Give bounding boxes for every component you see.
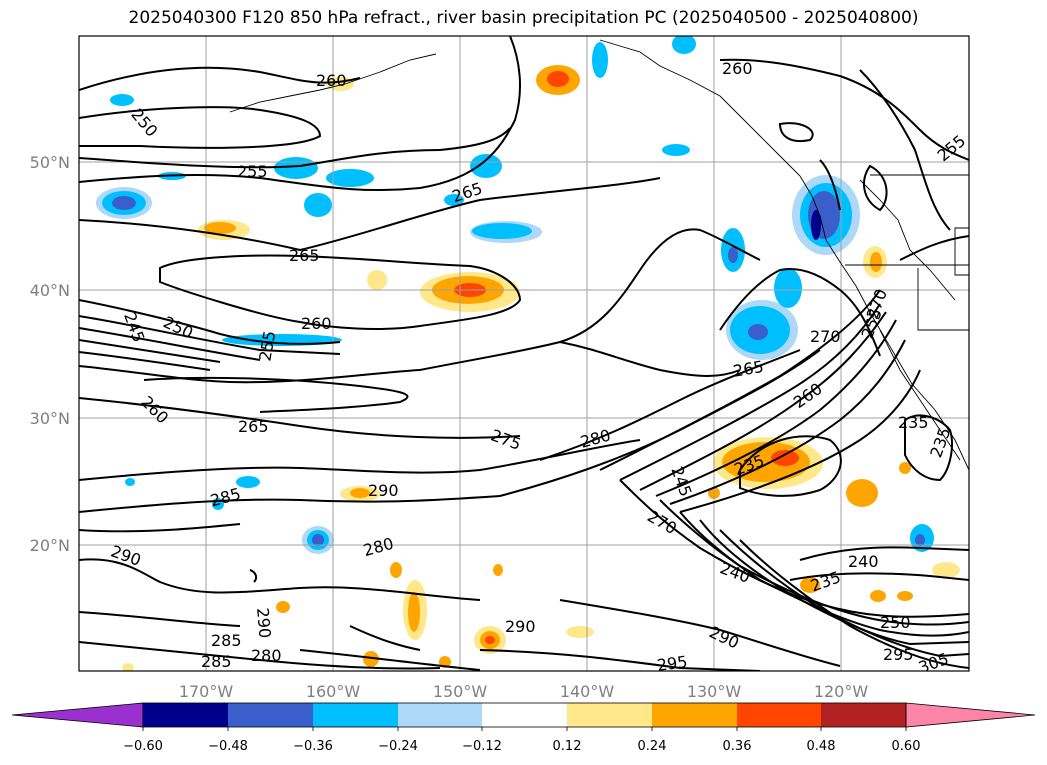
contour-label: 295 — [883, 645, 914, 664]
colorbar-segment — [905, 702, 1036, 728]
colorbar-segment — [482, 703, 567, 727]
contour-label: 240 — [848, 552, 879, 571]
contour-label: 280 — [251, 646, 282, 665]
lat-label: 40°N — [30, 281, 70, 300]
colorbar-tick-label: −0.60 — [123, 739, 163, 754]
contour-label: 290 — [253, 607, 275, 639]
lat-label: 30°N — [30, 409, 70, 428]
colorbar-tick-label: 0.48 — [807, 739, 836, 754]
colorbar-segment — [228, 703, 313, 727]
latitude-labels: 50°N 40°N 30°N 20°N — [30, 153, 70, 555]
lon-label: 140°W — [560, 682, 615, 701]
colorbar-tick-label: −0.36 — [293, 739, 333, 754]
colorbar-segment — [652, 703, 737, 727]
map-title: 2025040300 F120 850 hPa refract., river … — [128, 8, 919, 28]
longitude-labels: 170°W 160°W 150°W 140°W 130°W 120°W — [179, 682, 869, 701]
lat-label: 20°N — [30, 536, 70, 555]
lon-label: 150°W — [433, 682, 488, 701]
contour-label: 270 — [810, 327, 841, 346]
colorbar-tick-label: −0.24 — [378, 739, 418, 754]
colorbar-segment — [11, 702, 144, 728]
colorbar: −0.60 −0.48 −0.36 −0.24 −0.12 0.12 0.24 … — [11, 702, 1036, 754]
colorbar-segment — [143, 703, 228, 727]
lon-label: 160°W — [306, 682, 361, 701]
colorbar-tick-label: 0.24 — [638, 739, 667, 754]
lat-label: 50°N — [30, 153, 70, 172]
colorbar-segment — [398, 703, 482, 727]
coastlines — [229, 39, 969, 471]
map-frame — [78, 35, 970, 672]
contour-label: 250 — [880, 613, 911, 632]
contour-label: 235 — [898, 413, 929, 432]
contour-label: 285 — [201, 652, 232, 671]
colorbar-tick-label: −0.48 — [208, 739, 248, 754]
contour-label: 260 — [316, 71, 347, 90]
lon-label: 130°W — [687, 682, 742, 701]
lat-lon-grid — [79, 36, 969, 671]
colorbar-segment — [567, 703, 652, 727]
colorbar-segment — [737, 703, 821, 727]
lon-label: 120°W — [814, 682, 869, 701]
contour-label: 295 — [656, 652, 689, 675]
contour-label: 265 — [238, 417, 269, 436]
contour-label: 290 — [505, 617, 536, 636]
contour-label: 260 — [722, 59, 753, 78]
colorbar-tick-label: 0.36 — [723, 739, 752, 754]
precip-shading — [96, 36, 960, 671]
contour-label: 255 — [237, 162, 268, 181]
contour-label: 265 — [289, 246, 320, 265]
colorbar-tick-label: −0.12 — [462, 739, 502, 754]
refractivity-contours — [79, 36, 969, 671]
contour-label: 290 — [368, 481, 399, 500]
contour-label: 260 — [301, 314, 332, 333]
colorbar-segment — [313, 703, 398, 727]
colorbar-tick-label: 0.12 — [553, 739, 582, 754]
contour-label: 285 — [211, 631, 242, 650]
lon-label: 170°W — [179, 682, 234, 701]
colorbar-segment — [821, 703, 906, 727]
colorbar-tick-label: 0.60 — [892, 739, 921, 754]
